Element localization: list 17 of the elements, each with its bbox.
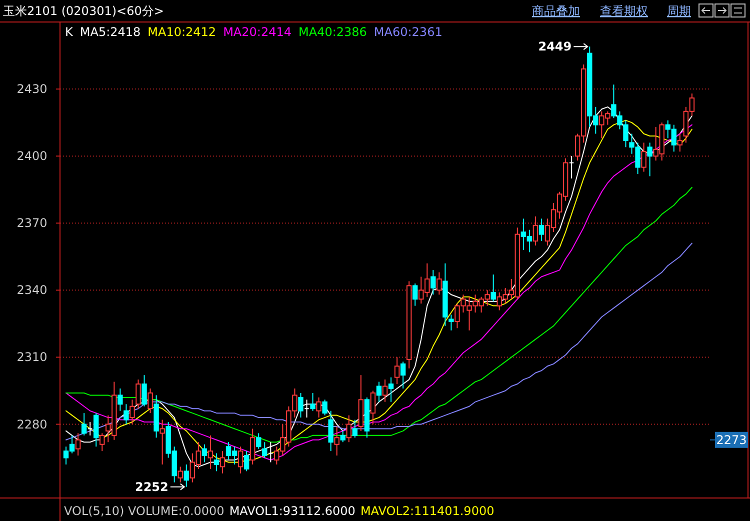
y-tick-label: 2340	[16, 283, 48, 298]
chart-title: 玉米2101 (020301)<60分>	[3, 4, 164, 18]
text: 商品叠加	[532, 4, 580, 18]
y-tick-label: 2400	[16, 149, 48, 164]
y-tick-label: 2430	[16, 82, 48, 96]
annotation: 2449	[538, 40, 572, 54]
text: MAVOL1:93112.6000	[229, 504, 356, 518]
text: MAVOL2:111401.9000	[360, 504, 494, 518]
text: 查看期权	[600, 4, 648, 18]
y-tick-label: 2280	[16, 417, 48, 432]
ref-line-label: 2273	[716, 432, 747, 447]
y-tick-label: 2370	[16, 216, 48, 230]
text: VOL(5,10) VOLUME:0.0000	[64, 504, 224, 518]
y-tick-label: 2310	[16, 350, 48, 364]
annotation: 2252	[134, 480, 168, 494]
text: 周期	[667, 4, 691, 18]
legend: K MA5:2418 MA10:2412 MA20:2414 MA40:2386 MA60:2361	[65, 25, 442, 39]
